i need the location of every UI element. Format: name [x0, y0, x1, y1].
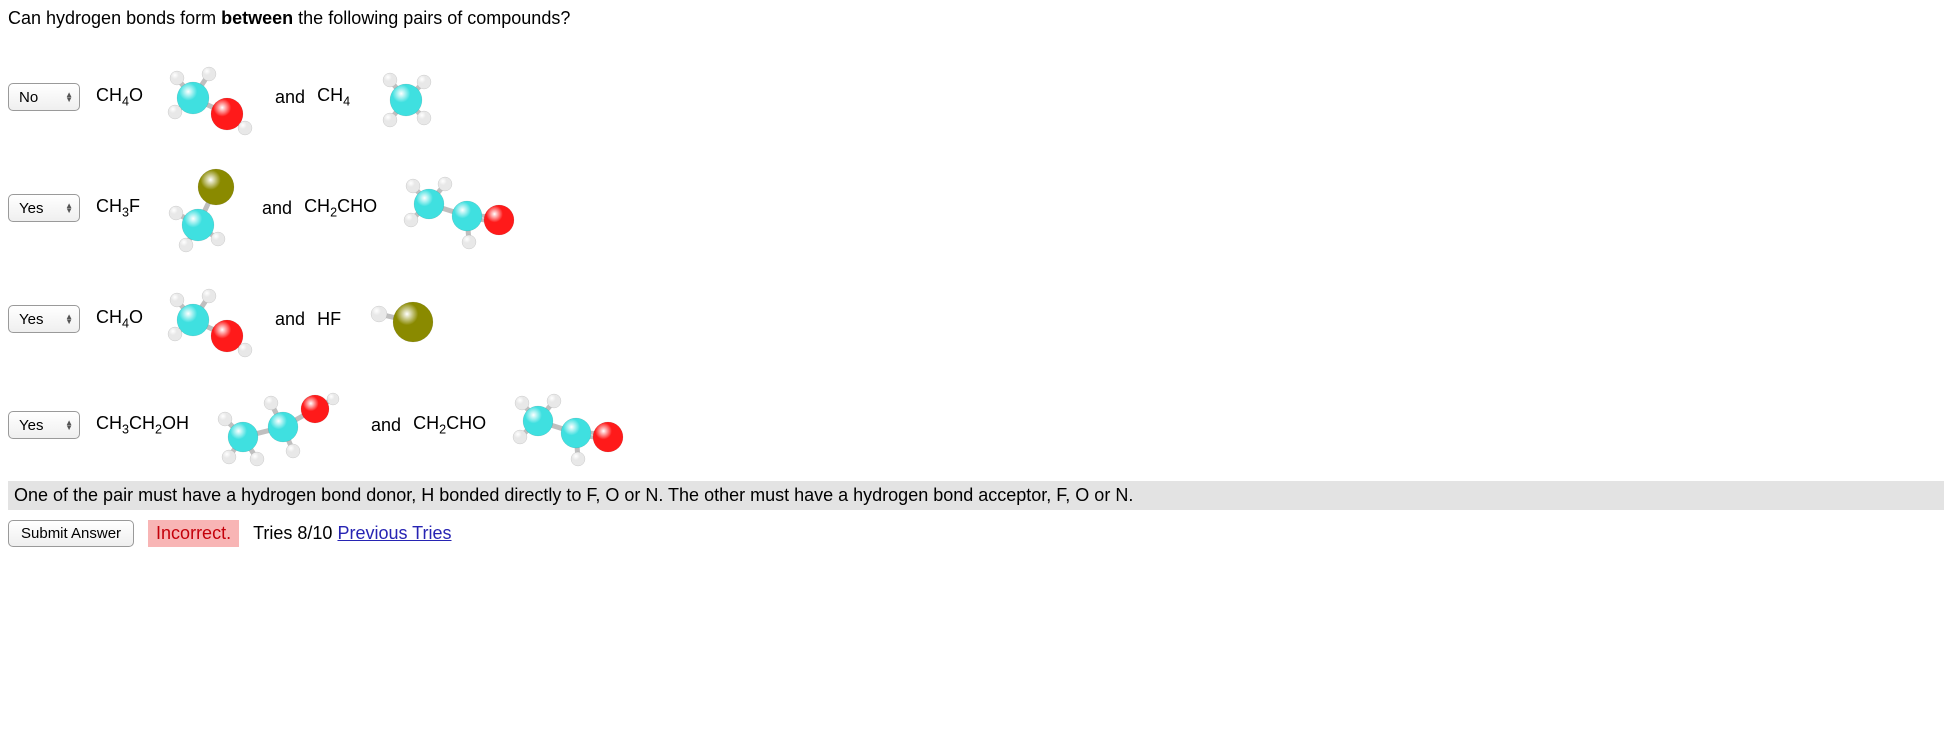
- question-suffix: the following pairs of compounds?: [293, 8, 570, 28]
- left-formula: CH4O: [96, 85, 143, 109]
- right-formula: HF: [317, 309, 341, 330]
- feedback-badge: Incorrect.: [148, 520, 239, 547]
- right-molecule: [356, 50, 456, 145]
- left-molecule: [149, 272, 269, 367]
- select-stepper-icon: ▲▼: [65, 314, 73, 324]
- answer-select[interactable]: Yes ▲▼: [8, 411, 80, 439]
- question-prefix: Can hydrogen bonds form: [8, 8, 221, 28]
- compound-row: No ▲▼ CH4O and CH4: [8, 47, 1944, 147]
- right-formula: CH4: [317, 85, 350, 109]
- select-stepper-icon: ▲▼: [65, 420, 73, 430]
- answer-select-value: Yes: [19, 311, 43, 328]
- question-text: Can hydrogen bonds form between the foll…: [8, 8, 1944, 29]
- tries-label: Tries 8/10 Previous Tries: [253, 523, 451, 544]
- select-stepper-icon: ▲▼: [65, 92, 73, 102]
- question-bold: between: [221, 8, 293, 28]
- left-molecule: [149, 50, 269, 145]
- hint-text: One of the pair must have a hydrogen bon…: [8, 481, 1944, 510]
- join-word: and: [275, 309, 305, 330]
- answer-select[interactable]: No ▲▼: [8, 83, 80, 111]
- right-molecule: [492, 375, 642, 475]
- left-molecule: [146, 153, 256, 263]
- join-word: and: [262, 198, 292, 219]
- previous-tries-link[interactable]: Previous Tries: [337, 523, 451, 543]
- right-formula: CH2CHO: [413, 413, 486, 437]
- right-molecule: [383, 158, 533, 258]
- right-formula: CH2CHO: [304, 196, 377, 220]
- compound-row: Yes ▲▼ CH3F and CH2CHO: [8, 153, 1944, 263]
- answer-select-value: No: [19, 89, 38, 106]
- left-formula: CH4O: [96, 307, 143, 331]
- right-molecule: [347, 284, 447, 354]
- left-formula: CH3F: [96, 196, 140, 220]
- answer-select-value: Yes: [19, 200, 43, 217]
- select-stepper-icon: ▲▼: [65, 203, 73, 213]
- left-formula: CH3CH2OH: [96, 413, 189, 437]
- left-molecule: [195, 375, 365, 475]
- join-word: and: [275, 87, 305, 108]
- compound-row: Yes ▲▼ CH4O and HF: [8, 269, 1944, 369]
- answer-select-value: Yes: [19, 417, 43, 434]
- answer-select[interactable]: Yes ▲▼: [8, 305, 80, 333]
- tries-count: Tries 8/10: [253, 523, 332, 543]
- compound-row: Yes ▲▼ CH3CH2OH and CH2CHO: [8, 375, 1944, 475]
- answer-select[interactable]: Yes ▲▼: [8, 194, 80, 222]
- join-word: and: [371, 415, 401, 436]
- submit-button[interactable]: Submit Answer: [8, 520, 134, 547]
